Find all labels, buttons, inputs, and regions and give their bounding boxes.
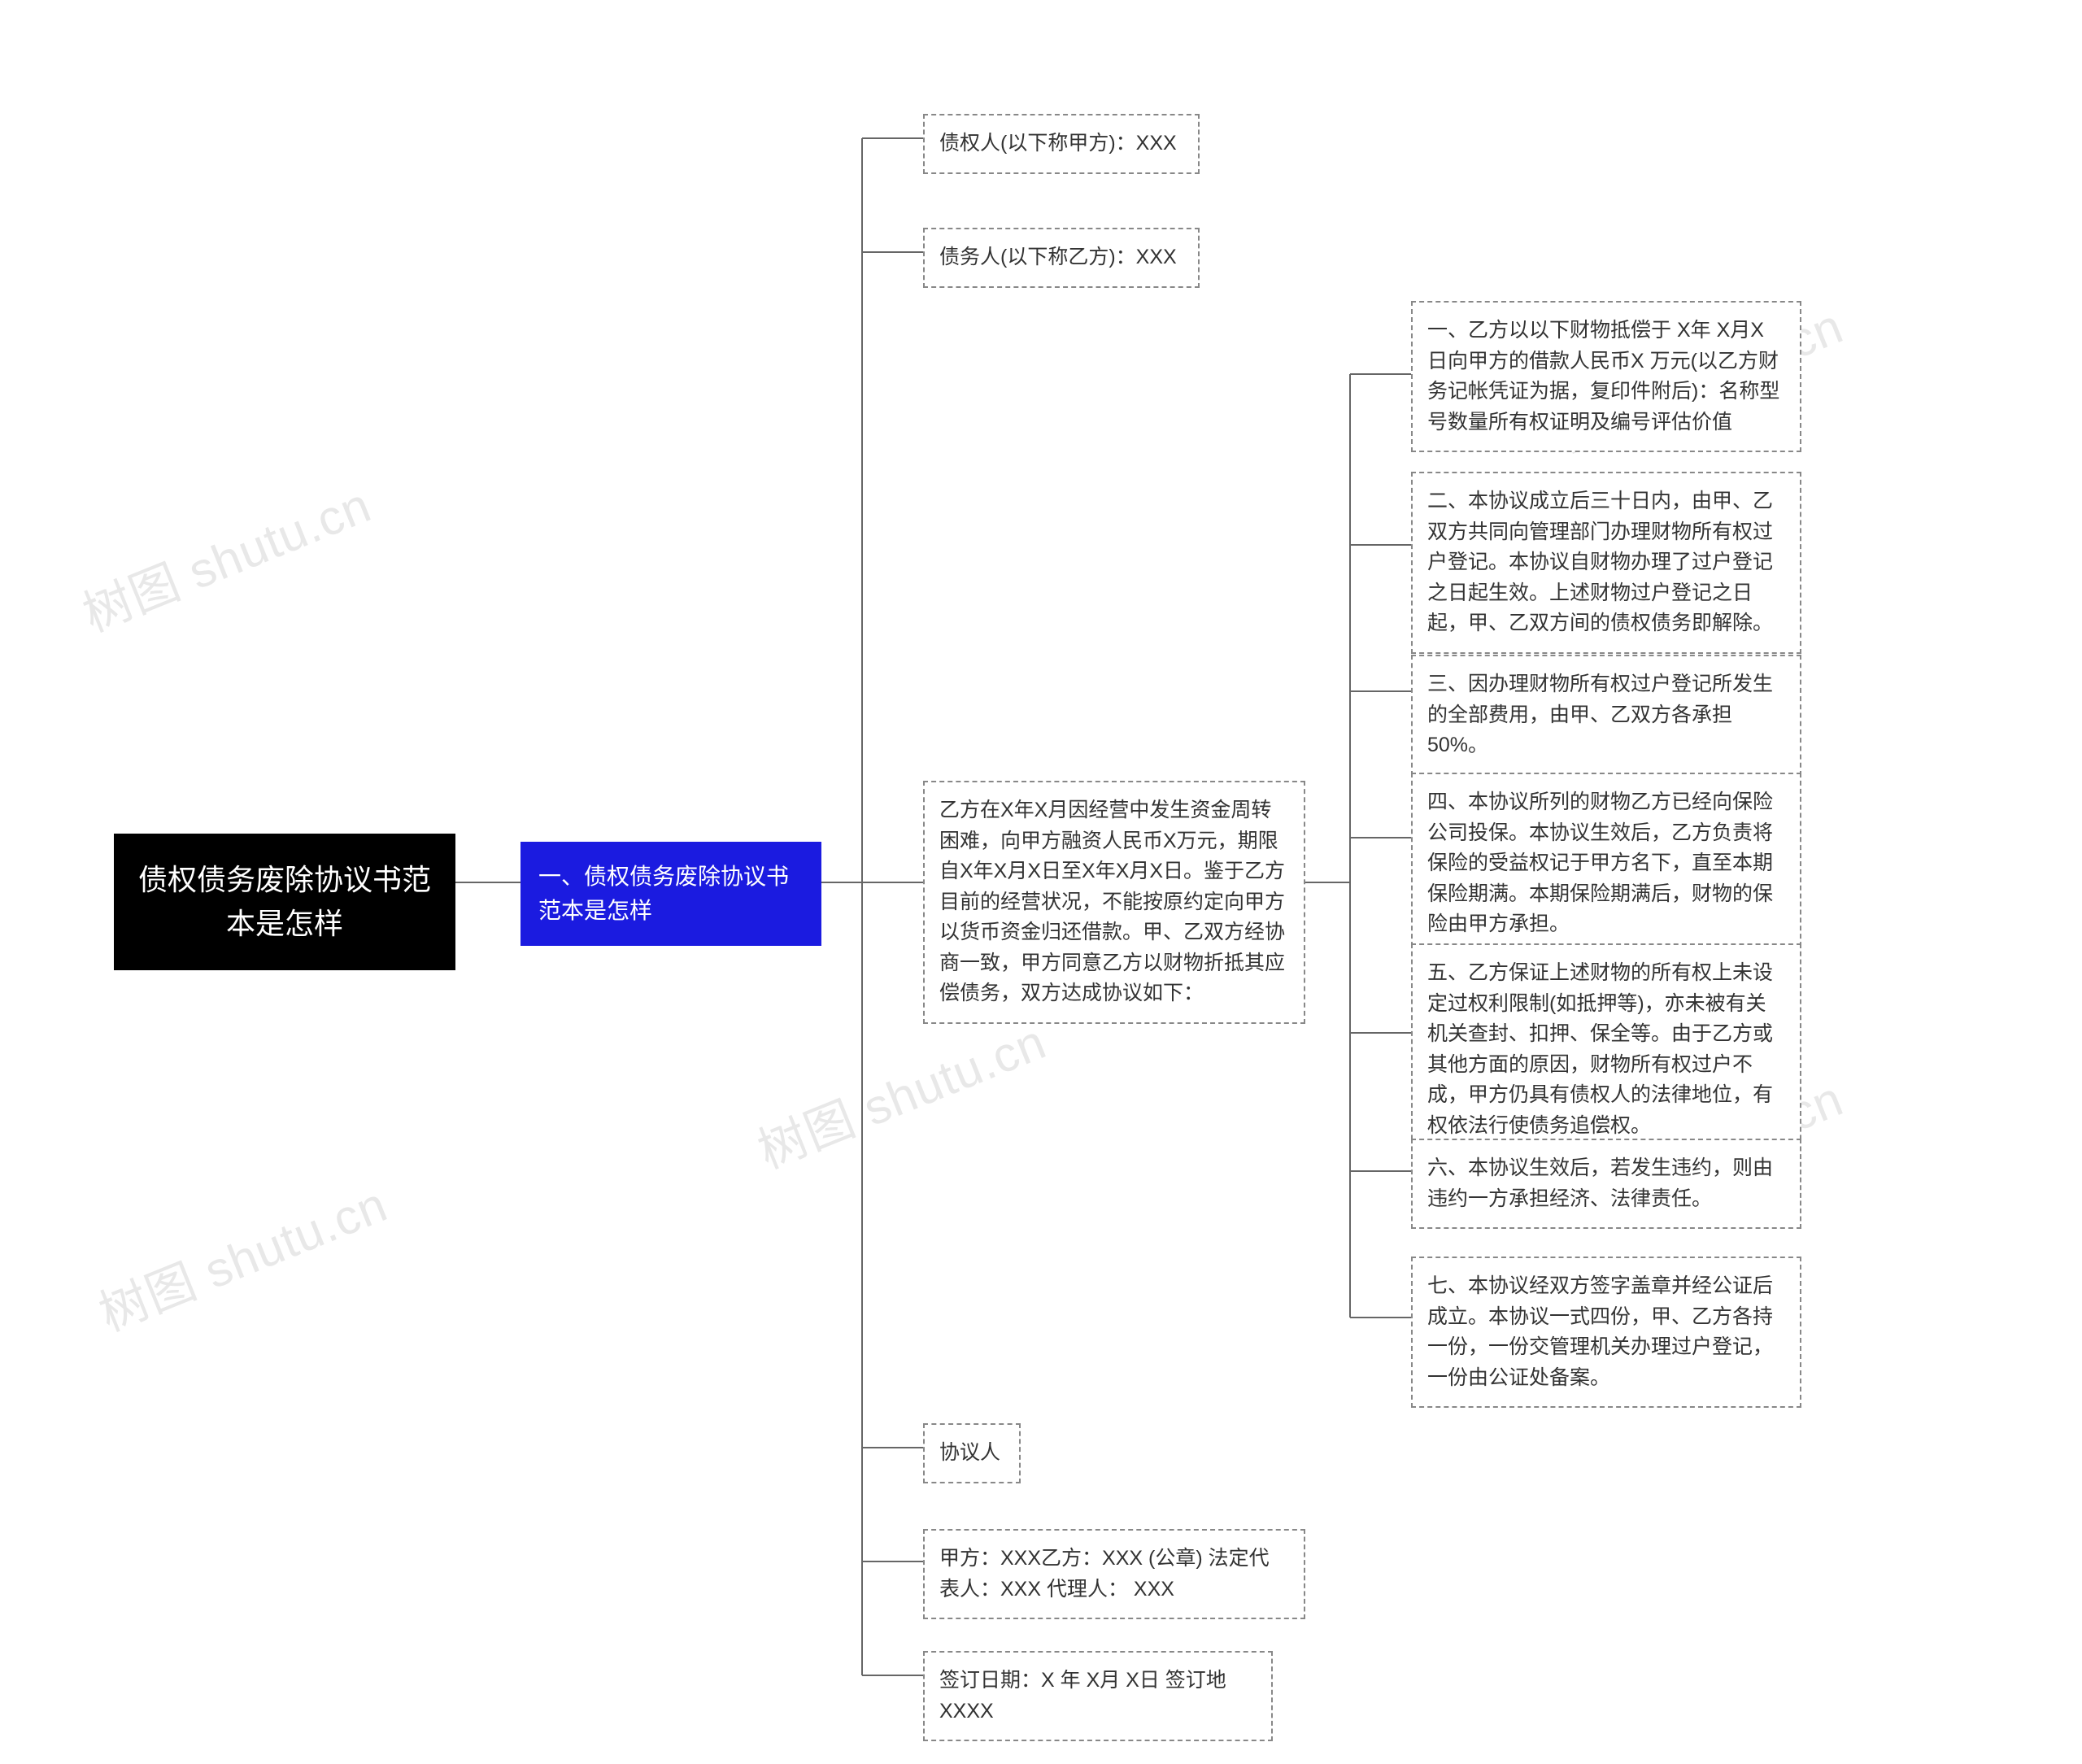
- node-level3-5: 六、本协议生效后，若发生违约，则由违约一方承担经济、法律责任。: [1411, 1139, 1801, 1229]
- node-level1: 一、债权债务废除协议书范本是怎样: [520, 842, 821, 946]
- node-level2-0: 债权人(以下称甲方)：XXX: [923, 114, 1200, 174]
- node-text: 四、本协议所列的财物乙方已经向保险公司投保。本协议生效后，乙方负责将保险的受益权…: [1427, 791, 1773, 935]
- node-level2-3: 协议人: [923, 1423, 1021, 1483]
- node-level2-4: 甲方：XXX乙方：XXX (公章) 法定代表人：XXX 代理人： XXX: [923, 1529, 1305, 1619]
- node-text: 债权人(以下称甲方)：XXX: [939, 132, 1177, 155]
- node-text: 三、因办理财物所有权过户登记所发生的全部费用，由甲、乙双方各承担50%。: [1427, 673, 1773, 756]
- node-root-text: 债权债务废除协议书范本是怎样: [138, 863, 431, 940]
- node-level3-3: 四、本协议所列的财物乙方已经向保险公司投保。本协议生效后，乙方负责将保险的受益权…: [1411, 773, 1801, 955]
- node-level2-2: 乙方在X年X月因经营中发生资金周转困难，向甲方融资人民币X万元，期限自X年X月X…: [923, 781, 1305, 1024]
- node-text: 七、本协议经双方签字盖章并经公证后成立。本协议一式四份，甲、乙方各持一份，一份交…: [1427, 1274, 1773, 1389]
- node-root: 债权债务废除协议书范本是怎样: [114, 834, 455, 970]
- node-text: 债务人(以下称乙方)：XXX: [939, 246, 1177, 268]
- node-level1-text: 一、债权债务废除协议书范本是怎样: [538, 864, 789, 923]
- node-level2-1: 债务人(以下称乙方)：XXX: [923, 228, 1200, 288]
- node-text: 甲方：XXX乙方：XXX (公章) 法定代表人：XXX 代理人： XXX: [939, 1547, 1270, 1601]
- node-level2-5: 签订日期：X 年 X月 X日 签订地XXXX: [923, 1651, 1273, 1741]
- node-level3-0: 一、乙方以以下财物抵偿于 X年 X月X 日向甲方的借款人民币X 万元(以乙方财务…: [1411, 301, 1801, 452]
- node-text: 五、乙方保证上述财物的所有权上未设定过权利限制(如抵押等)，亦未被有关机关查封、…: [1427, 961, 1773, 1137]
- node-level3-6: 七、本协议经双方签字盖章并经公证后成立。本协议一式四份，甲、乙方各持一份，一份交…: [1411, 1257, 1801, 1408]
- node-level3-2: 三、因办理财物所有权过户登记所发生的全部费用，由甲、乙双方各承担50%。: [1411, 655, 1801, 776]
- node-text: 二、本协议成立后三十日内，由甲、乙双方共同向管理部门办理财物所有权过户登记。本协…: [1427, 490, 1773, 634]
- node-text: 一、乙方以以下财物抵偿于 X年 X月X 日向甲方的借款人民币X 万元(以乙方财务…: [1427, 319, 1779, 433]
- node-text: 协议人: [939, 1441, 1000, 1464]
- node-level3-1: 二、本协议成立后三十日内，由甲、乙双方共同向管理部门办理财物所有权过户登记。本协…: [1411, 472, 1801, 654]
- mindmap: 债权债务废除协议书范本是怎样 一、债权债务废除协议书范本是怎样 债权人(以下称甲…: [0, 0, 2082, 1764]
- node-text: 乙方在X年X月因经营中发生资金周转困难，向甲方融资人民币X万元，期限自X年X月X…: [939, 799, 1285, 1004]
- node-level3-4: 五、乙方保证上述财物的所有权上未设定过权利限制(如抵押等)，亦未被有关机关查封、…: [1411, 943, 1801, 1156]
- node-text: 签订日期：X 年 X月 X日 签订地XXXX: [939, 1669, 1226, 1723]
- node-text: 六、本协议生效后，若发生违约，则由违约一方承担经济、法律责任。: [1427, 1156, 1773, 1210]
